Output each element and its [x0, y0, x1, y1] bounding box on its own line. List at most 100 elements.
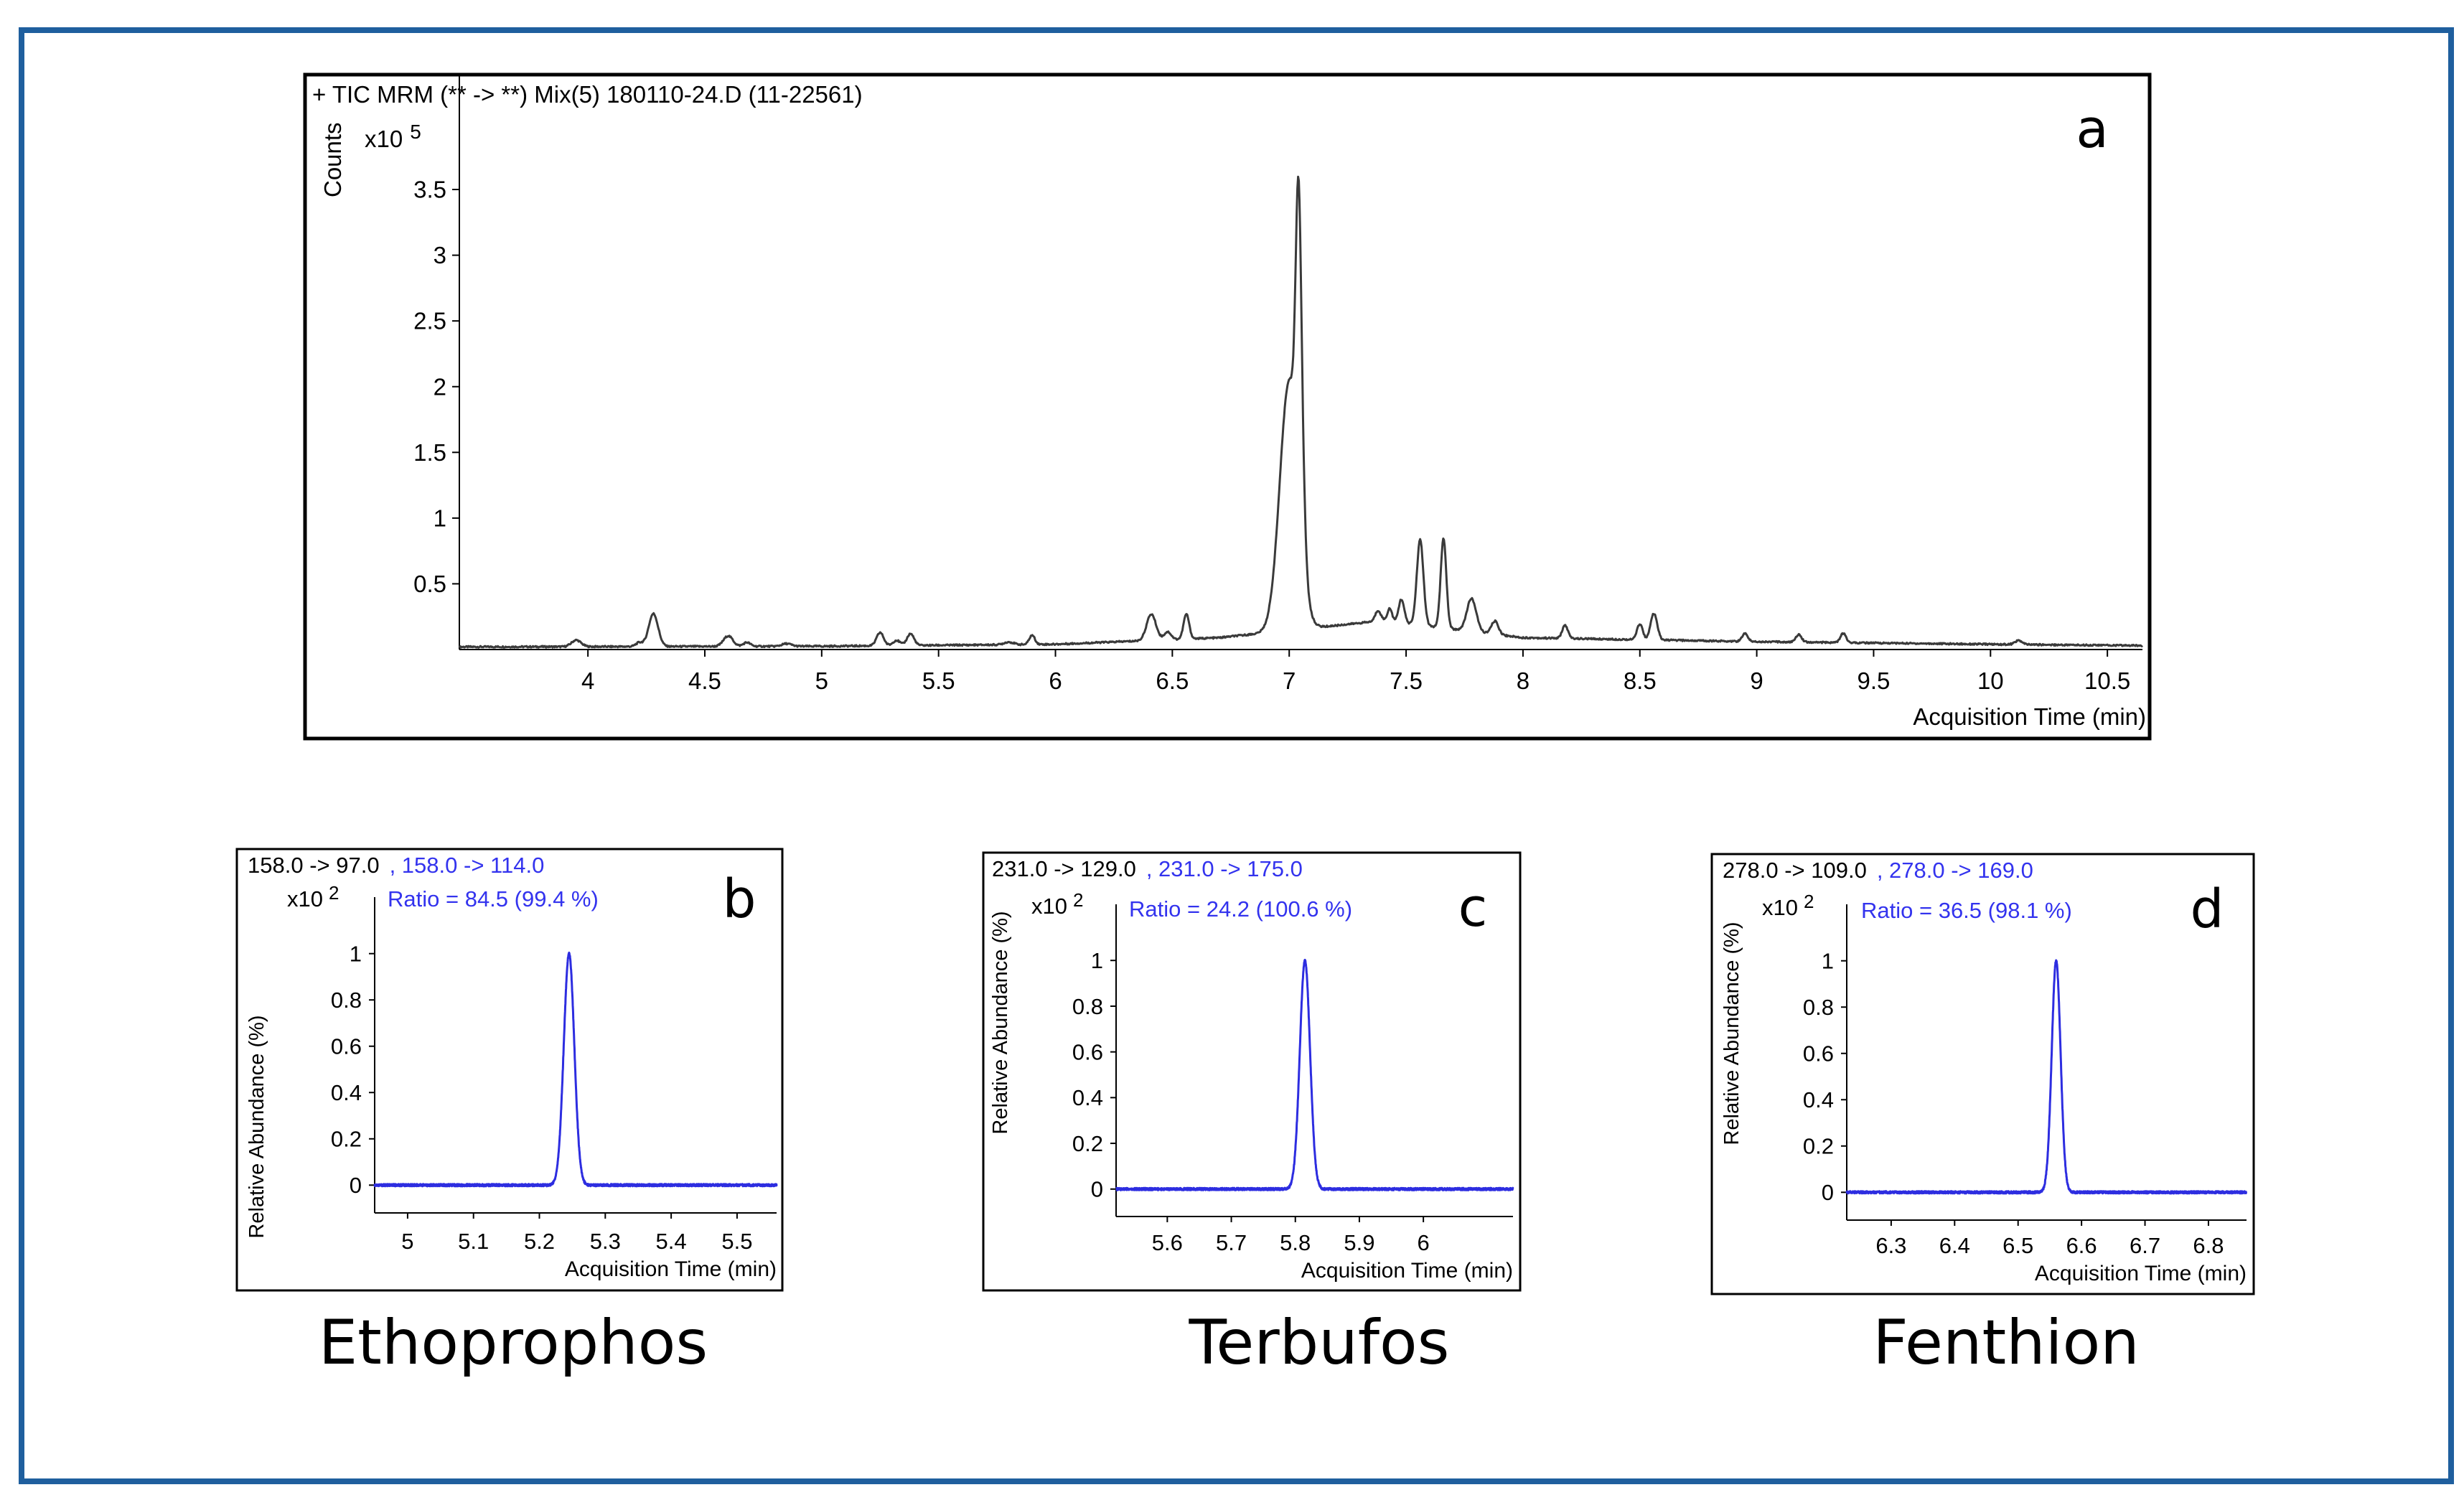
- panel-a-multiplier: x10 5: [365, 121, 421, 152]
- panel-b-ylabel: Relative Abundance (%): [245, 1015, 268, 1238]
- a-xtick-label: 10: [1977, 667, 2004, 694]
- a-xtick-label: 7: [1283, 667, 1296, 694]
- a-ytick-label: 3.5: [413, 177, 446, 203]
- panel-b-multiplier-base: x10: [287, 886, 323, 911]
- d-ytick-label: 0.8: [1803, 995, 1834, 1020]
- d-ytick-label: 0.6: [1803, 1041, 1834, 1067]
- c-xtick-label: 5.8: [1280, 1230, 1311, 1255]
- panel-b-multiplier-exp: 2: [329, 882, 339, 904]
- a-ytick-label: 1.5: [413, 439, 446, 466]
- panel-c-transitions: 231.0 -> 129.0 , 231.0 -> 175.0: [992, 856, 1303, 881]
- a-ytick-label: 0.5: [413, 571, 446, 597]
- c-ytick-label: 0.4: [1072, 1085, 1103, 1110]
- panel-b-ratio: Ratio = 84.5 (99.4 %): [388, 886, 599, 911]
- c-xtick-label: 5.6: [1152, 1230, 1183, 1255]
- a-ytick-label: 2: [434, 373, 446, 400]
- a-xtick-label: 7.5: [1390, 667, 1423, 694]
- panel-a-multiplier-exp: 5: [410, 121, 421, 143]
- panel-c-multiplier-exp: 2: [1073, 889, 1083, 911]
- panel-d-ylabel: Relative Abundance (%): [1720, 922, 1743, 1145]
- panel-c-multiplier-base: x10: [1031, 894, 1067, 919]
- b-xtick-label: 5.5: [721, 1229, 752, 1254]
- panel-a: + TIC MRM (** -> **) Mix(5) 180110-24.D …: [303, 72, 2152, 741]
- d-xtick-label: 6.6: [2066, 1233, 2097, 1258]
- panel-a-border: [303, 72, 2152, 741]
- a-trace: [458, 175, 2144, 649]
- a-xtick-label: 8.5: [1624, 667, 1657, 694]
- panel-d-ratio: Ratio = 36.5 (98.1 %): [1861, 898, 2072, 923]
- b-xtick-label: 5.1: [458, 1229, 489, 1254]
- b-ytick-label: 0.2: [331, 1127, 362, 1152]
- panel-b: 158.0 -> 97.0 , 158.0 -> 114.0 x10 2 Ratio…: [235, 848, 784, 1292]
- panel-c-ratio: Ratio = 24.2 (100.6 %): [1129, 896, 1352, 922]
- panel-b-plot: 0 0.2 0.4 0.6 0.8 1 5 5.1 5.2 5.3 5.4 5.5: [331, 897, 778, 1254]
- panel-b-transitions: 158.0 -> 97.0 , 158.0 -> 114.0: [248, 853, 544, 878]
- c-ytick-label: 0.2: [1072, 1131, 1103, 1156]
- b-trace: [373, 951, 778, 1188]
- a-xtick-label: 5: [815, 667, 828, 694]
- b-ytick-label: 0: [350, 1173, 362, 1198]
- panel-d-transition-black: 278.0 -> 109.0: [1723, 858, 1867, 883]
- c-xtick-label: 5.9: [1344, 1230, 1374, 1255]
- d-ytick-label: 0.2: [1803, 1134, 1834, 1159]
- d-xtick-label: 6.8: [2193, 1233, 2224, 1258]
- panel-b-transition-blue: , 158.0 -> 114.0: [390, 853, 545, 878]
- panel-c-transition-blue: , 231.0 -> 175.0: [1146, 856, 1303, 881]
- a-ytick-label: 2.5: [413, 308, 446, 334]
- a-xtick-label: 5.5: [922, 667, 955, 694]
- c-ytick-label: 0.6: [1072, 1039, 1103, 1064]
- d-ytick-label: 1: [1822, 949, 1834, 974]
- a-ytick-label: 3: [434, 242, 446, 268]
- d-xtick-label: 6.5: [2002, 1233, 2033, 1258]
- panel-a-plot: 0.5 1 1.5 2 2.5 3 3.5 4 4.5 5 5.5 6 6.5 7 7.5 8 8.5 9 9.5 1…: [413, 75, 2144, 694]
- panel-c-border: [982, 851, 1522, 1292]
- panel-c-letter: c: [1458, 877, 1488, 939]
- b-ytick-label: 0.8: [331, 988, 362, 1013]
- panel-b-multiplier: x10 2: [287, 882, 339, 911]
- a-xtick-label: 4: [581, 667, 594, 694]
- panel-b-letter: b: [723, 868, 756, 930]
- panel-b-transition-black: 158.0 -> 97.0: [248, 853, 380, 878]
- b-xtick-label: 5.2: [524, 1229, 555, 1254]
- panel-d-xlabel: Acquisition Time (min): [2035, 1262, 2247, 1285]
- a-ytick-label: 1: [434, 505, 446, 531]
- panel-d-plot: 0 0.2 0.4 0.6 0.8 1 6.3 6.4 6.5 6.6 6.7 6.8: [1803, 904, 2248, 1258]
- panel-a-letter: a: [2076, 98, 2108, 160]
- b-ytick-label: 1: [350, 942, 362, 967]
- panel-d-letter: d: [2191, 878, 2224, 940]
- c-ytick-label: 1: [1091, 948, 1103, 973]
- a-xtick-label: 4.5: [688, 667, 721, 694]
- caption-terbufos: Terbufos: [1189, 1307, 1450, 1379]
- a-xtick-label: 9.5: [1858, 667, 1891, 694]
- panel-a-xlabel: Acquisition Time (min): [1913, 703, 2146, 730]
- panel-d-multiplier: x10 2: [1762, 891, 1814, 920]
- d-ytick-label: 0: [1822, 1180, 1834, 1205]
- caption-fenthion: Fenthion: [1873, 1307, 2139, 1379]
- panel-d: 278.0 -> 109.0 , 278.0 -> 169.0 x10 2 Rati…: [1710, 853, 2255, 1295]
- panel-d-transition-blue: , 278.0 -> 169.0: [1877, 858, 2033, 883]
- panel-d-transitions: 278.0 -> 109.0 , 278.0 -> 169.0: [1723, 858, 2033, 883]
- d-xtick-label: 6.4: [1939, 1233, 1970, 1258]
- panel-c-transition-black: 231.0 -> 129.0: [992, 856, 1136, 881]
- panel-b-border: [235, 848, 784, 1292]
- c-ytick-label: 0: [1091, 1177, 1103, 1202]
- b-ytick-label: 0.4: [331, 1080, 362, 1105]
- panel-d-multiplier-base: x10: [1762, 895, 1798, 920]
- a-xtick-label: 6.5: [1156, 667, 1189, 694]
- panel-c-plot: 0 0.2 0.4 0.6 0.8 1 5.6 5.7 5.8 5.9 6: [1072, 904, 1514, 1255]
- panel-c-xlabel: Acquisition Time (min): [1301, 1259, 1513, 1283]
- panel-a-multiplier-base: x10: [365, 126, 403, 152]
- d-xtick-label: 6.3: [1875, 1233, 1906, 1258]
- panel-b-xlabel: Acquisition Time (min): [565, 1257, 777, 1281]
- a-xtick-label: 9: [1750, 667, 1763, 694]
- panel-c-ylabel: Relative Abundance (%): [989, 911, 1012, 1134]
- c-ytick-label: 0.8: [1072, 994, 1103, 1019]
- a-xtick-label: 6: [1049, 667, 1062, 694]
- a-xtick-label: 10.5: [2084, 667, 2130, 694]
- b-xtick-label: 5.3: [590, 1229, 621, 1254]
- c-trace: [1115, 958, 1514, 1191]
- c-xtick-label: 5.7: [1216, 1230, 1247, 1255]
- panel-a-header: + TIC MRM (** -> **) Mix(5) 180110-24.D …: [312, 81, 863, 108]
- d-trace: [1845, 959, 2248, 1195]
